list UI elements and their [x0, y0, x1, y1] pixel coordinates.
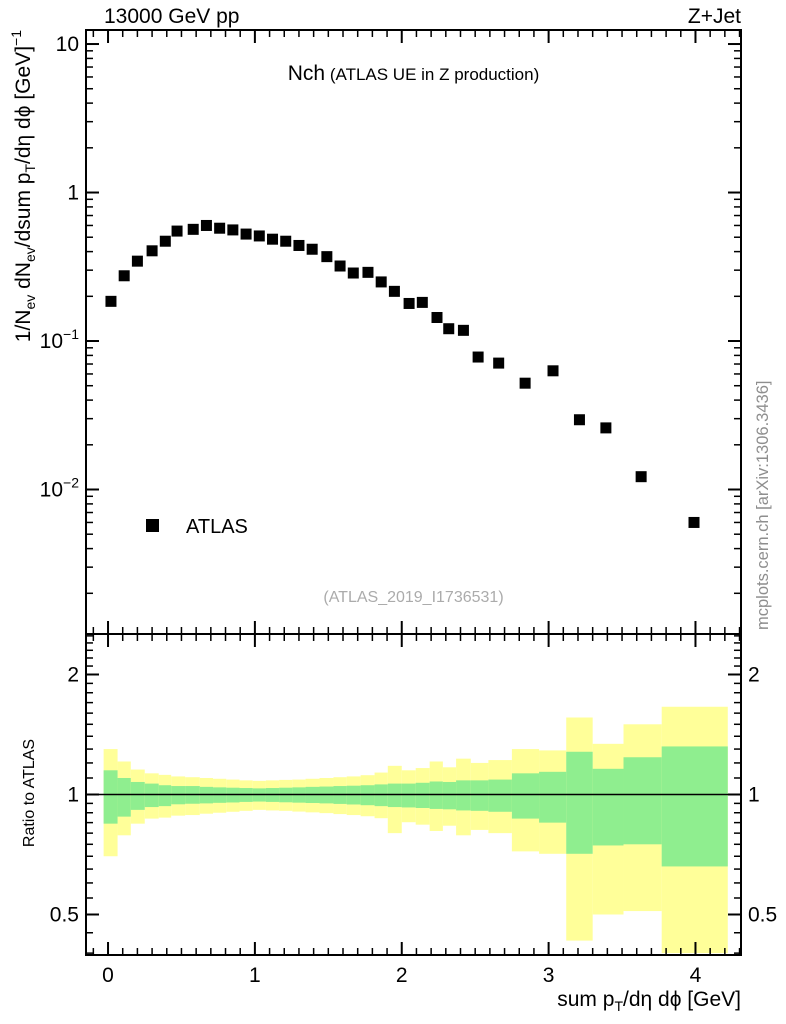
data-point [240, 228, 252, 240]
header-beam-energy: 13000 GeV pp [104, 5, 240, 28]
legend-marker-square-icon [146, 519, 159, 532]
data-point [472, 351, 484, 363]
legend-label-atlas: ATLAS [186, 516, 248, 538]
ratio-axis-title: Ratio to ATLAS [21, 738, 38, 848]
svg-text:1: 1 [67, 182, 79, 205]
data-point [321, 251, 333, 263]
data-point [431, 311, 443, 323]
ratio-band-inner [103, 746, 728, 867]
svg-text:2: 2 [396, 964, 408, 987]
data-point [159, 235, 171, 247]
data-point [146, 245, 158, 257]
data-point [267, 233, 279, 245]
side-note-mcplots: mcplots.cern.ch [arXiv:1306.3436] [754, 381, 772, 630]
plot-title-observable: Nch [287, 62, 326, 85]
data-point [105, 295, 117, 307]
data-point [280, 235, 292, 247]
axis-ticks [86, 30, 741, 955]
data-point [443, 323, 455, 335]
data-point [688, 516, 700, 528]
data-point [416, 296, 428, 308]
data-point [306, 243, 318, 255]
plot-title: Nch (ATLAS UE in Z production) [86, 62, 741, 86]
data-point [171, 225, 183, 237]
svg-text:2: 2 [748, 663, 760, 686]
analysis-watermark: (ATLAS_2019_I1736531) [323, 589, 504, 606]
data-point [187, 223, 199, 235]
svg-text:10−2: 10−2 [40, 475, 80, 502]
ratio-y-tick-labels: 2 2 1 1 0.5 0.5 [50, 663, 777, 926]
data-point [293, 239, 305, 251]
svg-text:0: 0 [102, 964, 114, 987]
data-point [600, 422, 612, 434]
data-point [403, 297, 415, 309]
main-y-axis-title: 1/Nev dNev/dsum pT/dη dϕ [GeV]−1 [8, 30, 38, 342]
data-point [347, 267, 359, 279]
x-tick-labels: 0 1 2 3 4 [102, 964, 701, 987]
svg-text:2: 2 [67, 663, 79, 686]
svg-text:3: 3 [543, 964, 555, 987]
data-point [493, 357, 505, 369]
svg-text:10−1: 10−1 [40, 326, 80, 353]
main-panel-frame [85, 29, 742, 635]
svg-text:4: 4 [690, 964, 702, 987]
data-point [227, 224, 239, 236]
svg-text:1: 1 [748, 783, 760, 806]
data-point [214, 222, 226, 234]
svg-text:10: 10 [56, 33, 79, 56]
data-point [457, 324, 469, 336]
svg-text:0.5: 0.5 [748, 903, 777, 926]
data-markers-atlas [105, 219, 700, 528]
data-point [362, 266, 374, 278]
plot-title-detail: (ATLAS UE in Z production) [329, 65, 540, 84]
data-point [519, 377, 531, 389]
svg-text:0.5: 0.5 [50, 903, 79, 926]
svg-text:1: 1 [67, 783, 79, 806]
main-y-tick-labels: 10 1 10−1 10−2 [40, 33, 80, 501]
data-point [573, 414, 585, 426]
data-point [200, 219, 212, 231]
data-point [253, 230, 265, 242]
data-point [388, 285, 400, 297]
data-point [118, 270, 130, 282]
data-point [635, 471, 647, 483]
data-point [334, 260, 346, 272]
x-axis-title: sum pT/dη dϕ [GeV] [557, 988, 741, 1014]
svg-text:1: 1 [249, 964, 261, 987]
header-process: Z+Jet [687, 5, 741, 28]
ratio-uncertainty-bands [103, 706, 728, 954]
data-point [131, 255, 143, 267]
data-point [375, 276, 387, 288]
data-point [547, 365, 559, 377]
